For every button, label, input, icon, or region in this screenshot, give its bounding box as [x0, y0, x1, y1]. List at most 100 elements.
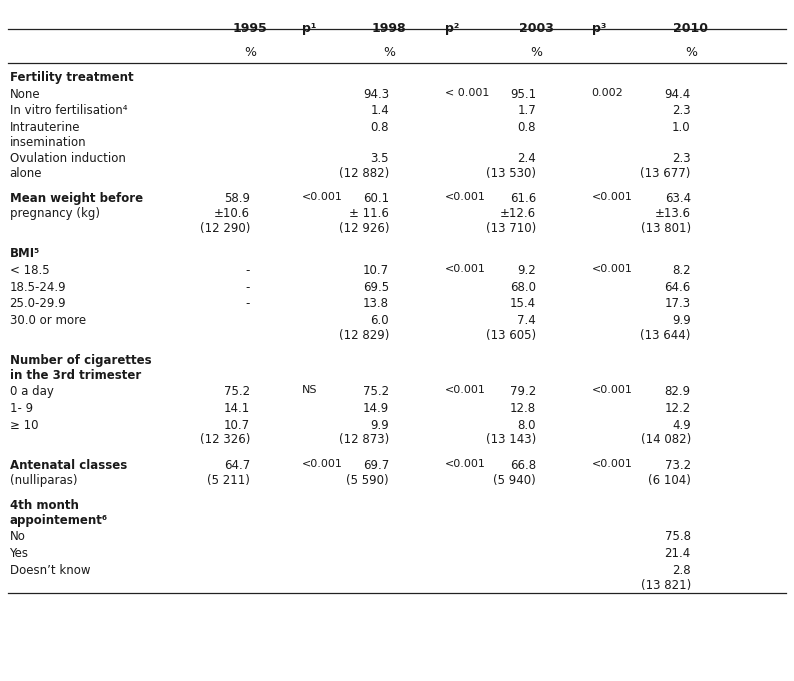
Text: Yes: Yes	[10, 547, 29, 560]
Text: 75.2: 75.2	[224, 385, 250, 398]
Text: insemination: insemination	[10, 136, 87, 148]
Text: 1995: 1995	[233, 22, 268, 35]
Text: <0.001: <0.001	[445, 385, 485, 396]
Text: 9.9: 9.9	[672, 314, 691, 327]
Text: 0.002: 0.002	[592, 87, 623, 97]
Text: <0.001: <0.001	[445, 459, 485, 469]
Text: (13 644): (13 644)	[641, 328, 691, 342]
Text: In vitro fertilisation⁴: In vitro fertilisation⁴	[10, 104, 127, 117]
Text: 15.4: 15.4	[510, 297, 536, 311]
Text: 12.8: 12.8	[510, 402, 536, 415]
Text: 14.1: 14.1	[224, 402, 250, 415]
Text: (12 873): (12 873)	[339, 433, 389, 447]
Text: 82.9: 82.9	[665, 385, 691, 398]
Text: 75.2: 75.2	[363, 385, 389, 398]
Text: NS: NS	[302, 385, 318, 396]
Text: 66.8: 66.8	[510, 459, 536, 472]
Text: appointement⁶: appointement⁶	[10, 513, 108, 527]
Text: 94.4: 94.4	[665, 87, 691, 101]
Text: 75.8: 75.8	[665, 530, 691, 543]
Text: <0.001: <0.001	[592, 264, 632, 274]
Text: in the 3rd trimester: in the 3rd trimester	[10, 368, 141, 382]
Text: 12.2: 12.2	[665, 402, 691, 415]
Text: 2.3: 2.3	[673, 153, 691, 165]
Text: 2010: 2010	[673, 22, 708, 35]
Text: 10.7: 10.7	[224, 419, 250, 432]
Text: <0.001: <0.001	[445, 264, 485, 274]
Text: 58.9: 58.9	[224, 193, 250, 206]
Text: <0.001: <0.001	[592, 459, 632, 469]
Text: (13 530): (13 530)	[486, 167, 536, 180]
Text: p¹: p¹	[302, 22, 316, 35]
Text: ±10.6: ±10.6	[214, 207, 250, 220]
Text: 30.0 or more: 30.0 or more	[10, 314, 86, 327]
Text: (13 710): (13 710)	[486, 222, 536, 235]
Text: Fertility treatment: Fertility treatment	[10, 71, 133, 84]
Text: < 18.5: < 18.5	[10, 264, 49, 277]
Text: 64.7: 64.7	[224, 459, 250, 472]
Text: 0 a day: 0 a day	[10, 385, 53, 398]
Text: <0.001: <0.001	[592, 193, 632, 202]
Text: (12 882): (12 882)	[339, 167, 389, 180]
Text: 9.2: 9.2	[517, 264, 536, 277]
Text: 94.3: 94.3	[363, 87, 389, 101]
Text: 64.6: 64.6	[665, 281, 691, 294]
Text: < 0.001: < 0.001	[445, 87, 489, 97]
Text: 79.2: 79.2	[510, 385, 536, 398]
Text: Ovulation induction: Ovulation induction	[10, 153, 125, 165]
Text: (nulliparas): (nulliparas)	[10, 473, 77, 487]
Text: (5 590): (5 590)	[346, 473, 389, 487]
Text: (6 104): (6 104)	[648, 473, 691, 487]
Text: 1.4: 1.4	[370, 104, 389, 117]
Text: ± 11.6: ± 11.6	[349, 207, 389, 220]
Text: 25.0-29.9: 25.0-29.9	[10, 297, 66, 311]
Text: 2003: 2003	[518, 22, 553, 35]
Text: -: -	[245, 281, 250, 294]
Text: Mean weight before: Mean weight before	[10, 193, 143, 206]
Text: Intrauterine: Intrauterine	[10, 121, 80, 134]
Text: 1- 9: 1- 9	[10, 402, 33, 415]
Text: (12 926): (12 926)	[338, 222, 389, 235]
Text: 2.4: 2.4	[517, 153, 536, 165]
Text: 1.7: 1.7	[517, 104, 536, 117]
Text: (5 940): (5 940)	[493, 473, 536, 487]
Text: 8.2: 8.2	[673, 264, 691, 277]
Text: 69.5: 69.5	[363, 281, 389, 294]
Text: 68.0: 68.0	[510, 281, 536, 294]
Text: 18.5-24.9: 18.5-24.9	[10, 281, 66, 294]
Text: 4.9: 4.9	[672, 419, 691, 432]
Text: Doesn’t know: Doesn’t know	[10, 564, 90, 577]
Text: 61.6: 61.6	[510, 193, 536, 206]
Text: (12 290): (12 290)	[200, 222, 250, 235]
Text: <0.001: <0.001	[592, 385, 632, 396]
Text: %: %	[383, 46, 395, 59]
Text: <0.001: <0.001	[445, 193, 485, 202]
Text: 9.9: 9.9	[370, 419, 389, 432]
Text: 1998: 1998	[372, 22, 407, 35]
Text: 2.8: 2.8	[673, 564, 691, 577]
Text: 10.7: 10.7	[363, 264, 389, 277]
Text: (13 801): (13 801)	[641, 222, 691, 235]
Text: ≥ 10: ≥ 10	[10, 419, 38, 432]
Text: 69.7: 69.7	[363, 459, 389, 472]
Text: p²: p²	[445, 22, 459, 35]
Text: 63.4: 63.4	[665, 193, 691, 206]
Text: (13 143): (13 143)	[486, 433, 536, 447]
Text: 8.0: 8.0	[518, 419, 536, 432]
Text: pregnancy (kg): pregnancy (kg)	[10, 207, 99, 220]
Text: -: -	[245, 264, 250, 277]
Text: No: No	[10, 530, 25, 543]
Text: 3.5: 3.5	[371, 153, 389, 165]
Text: %: %	[530, 46, 542, 59]
Text: ±13.6: ±13.6	[655, 207, 691, 220]
Text: 4th month: 4th month	[10, 499, 79, 512]
Text: (12 326): (12 326)	[200, 433, 250, 447]
Text: (5 211): (5 211)	[207, 473, 250, 487]
Text: (13 605): (13 605)	[486, 328, 536, 342]
Text: None: None	[10, 87, 40, 101]
Text: ±12.6: ±12.6	[500, 207, 536, 220]
Text: -: -	[245, 297, 250, 311]
Text: Antenatal classes: Antenatal classes	[10, 459, 127, 472]
Text: alone: alone	[10, 167, 42, 180]
Text: (12 829): (12 829)	[339, 328, 389, 342]
